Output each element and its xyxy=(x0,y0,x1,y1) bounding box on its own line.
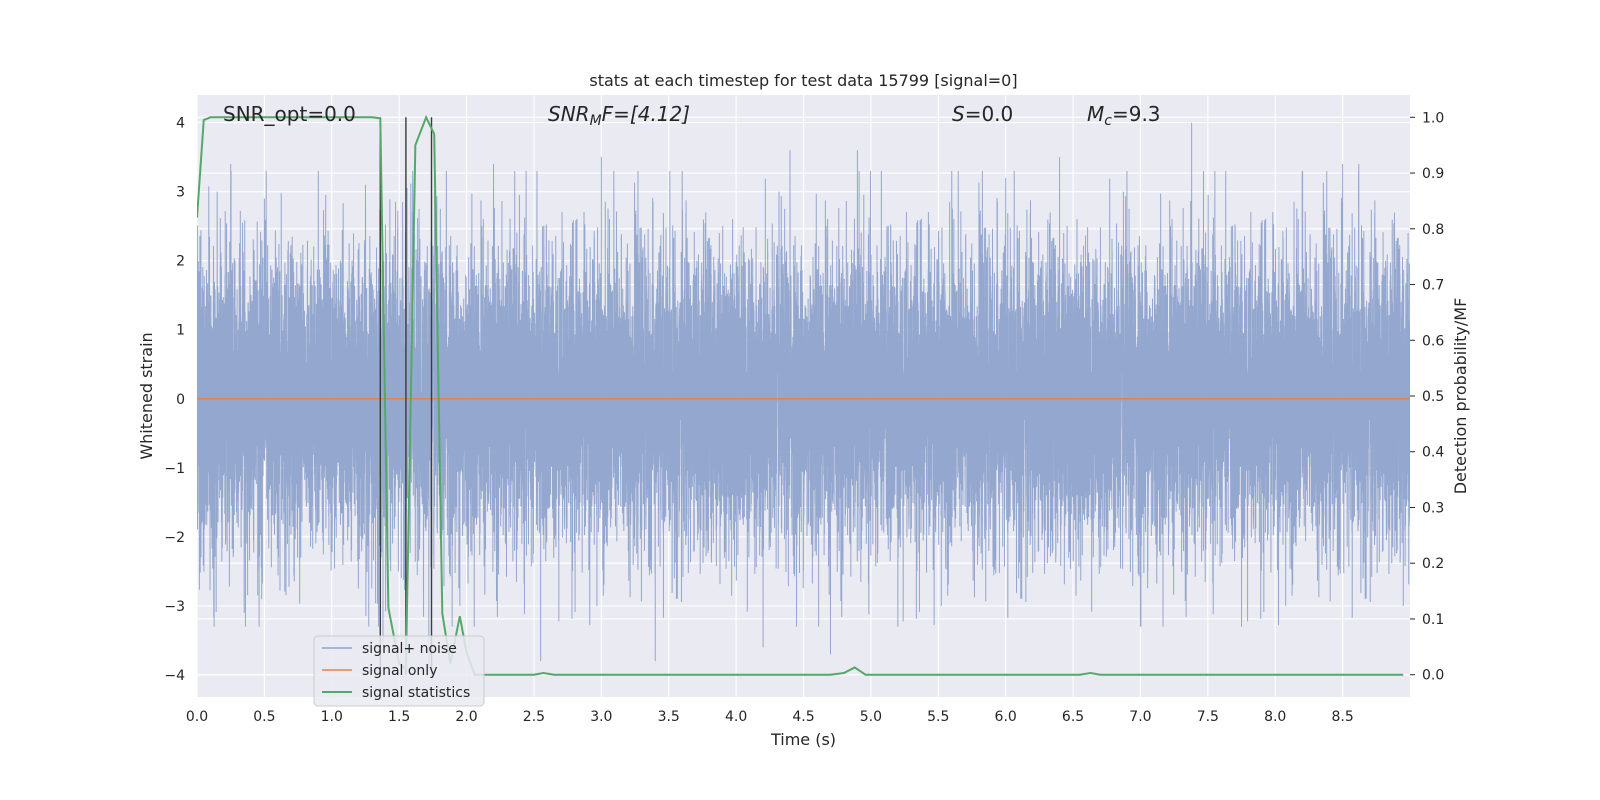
y-tick-label: −2 xyxy=(164,530,185,546)
annotation-s-rest: =0.0 xyxy=(965,102,1014,126)
x-tick-label: 7.0 xyxy=(1129,709,1151,725)
annotation-s-main: S xyxy=(952,102,965,126)
series-signal-noise xyxy=(197,122,1410,669)
x-axis-ticks: 0.0 0.5 1.0 1.5 2.0 2.5 3.0 3.5 4.0 4.5 5.0 5.5 6.0 6… xyxy=(186,709,1354,725)
x-tick-label: 2.0 xyxy=(455,709,477,725)
y-tick-label: 0 xyxy=(176,392,185,408)
x-tick-label: 4.5 xyxy=(792,709,814,725)
y2-tick-label: 0.4 xyxy=(1422,445,1444,461)
y-tick-label: 4 xyxy=(176,116,185,132)
y-tick-label: −4 xyxy=(164,668,185,684)
annotation-snr-mf-rest: F=[4.12] xyxy=(602,102,690,126)
y-tick-label: −3 xyxy=(164,599,185,615)
annotation-snr-opt: SNR_opt=0.0 xyxy=(223,102,356,126)
x-tick-label: 3.5 xyxy=(658,709,680,725)
vertical-markers xyxy=(379,117,433,675)
y2-tick-label: 0.7 xyxy=(1422,278,1444,294)
annotation-mc-sub: c xyxy=(1104,113,1112,129)
x-tick-label: 5.0 xyxy=(860,709,882,725)
chart-title: stats at each timestep for test data 157… xyxy=(589,71,1017,90)
x-tick-label: 3.0 xyxy=(590,709,612,725)
legend: signal+ noise signal only signal statist… xyxy=(313,635,485,707)
y-axis-label: Whitened strain xyxy=(137,332,156,459)
annotation-snr-mf: SNRMF=[4.12] xyxy=(548,102,690,129)
y2-tick-label: 0.3 xyxy=(1422,500,1444,516)
annotation-mc-rest: =9.3 xyxy=(1112,102,1161,126)
y-tick-label: 2 xyxy=(176,254,185,270)
legend-label-signal-statistics: signal statistics xyxy=(362,685,470,701)
y-axis-ticks: 4 3 2 1 0 −1 −2 −3 −4 xyxy=(164,116,185,684)
y2-tick-label: 1.0 xyxy=(1422,110,1444,126)
legend-label-signal-only: signal only xyxy=(362,663,437,679)
x-tick-label: 6.0 xyxy=(995,709,1017,725)
y2-axis-ticks: 1.0 0.9 0.8 0.7 0.6 0.5 0.4 0.3 0.2 0.1 0.0 xyxy=(1410,110,1444,684)
y2-tick-label: 0.9 xyxy=(1422,166,1444,182)
x-tick-label: 0.0 xyxy=(186,709,208,725)
y2-tick-label: 0.8 xyxy=(1422,222,1444,238)
x-tick-label: 5.5 xyxy=(927,709,949,725)
x-tick-label: 8.5 xyxy=(1331,709,1353,725)
x-tick-label: 7.5 xyxy=(1197,709,1219,725)
annotation-snr-mf-main: SNR xyxy=(548,102,590,126)
y2-tick-label: 0.6 xyxy=(1422,333,1444,349)
annotation-mc: Mc=9.3 xyxy=(1087,102,1161,129)
x-tick-label: 0.5 xyxy=(253,709,275,725)
y2-tick-label: 0.5 xyxy=(1422,389,1444,405)
annotation-mc-main: M xyxy=(1087,102,1104,126)
x-axis-label: Time (s) xyxy=(770,730,836,749)
x-tick-label: 1.5 xyxy=(388,709,410,725)
y-tick-label: 3 xyxy=(176,185,185,201)
y2-axis-label: Detection probability/MF xyxy=(1451,298,1470,495)
y2-tick-label: 0.0 xyxy=(1422,668,1444,684)
annotation-s: S=0.0 xyxy=(952,102,1013,126)
y-tick-label: 1 xyxy=(176,323,185,339)
x-tick-label: 1.0 xyxy=(321,709,343,725)
legend-box xyxy=(313,635,485,707)
x-tick-label: 4.0 xyxy=(725,709,747,725)
annotation-snr-mf-sub: M xyxy=(590,113,602,129)
x-tick-label: 2.5 xyxy=(523,709,545,725)
y2-tick-label: 0.2 xyxy=(1422,556,1444,572)
x-tick-label: 8.0 xyxy=(1264,709,1286,725)
y-tick-label: −1 xyxy=(164,461,185,477)
x-tick-label: 6.5 xyxy=(1062,709,1084,725)
y2-tick-label: 0.1 xyxy=(1422,612,1444,628)
legend-label-signal-noise: signal+ noise xyxy=(362,641,457,657)
